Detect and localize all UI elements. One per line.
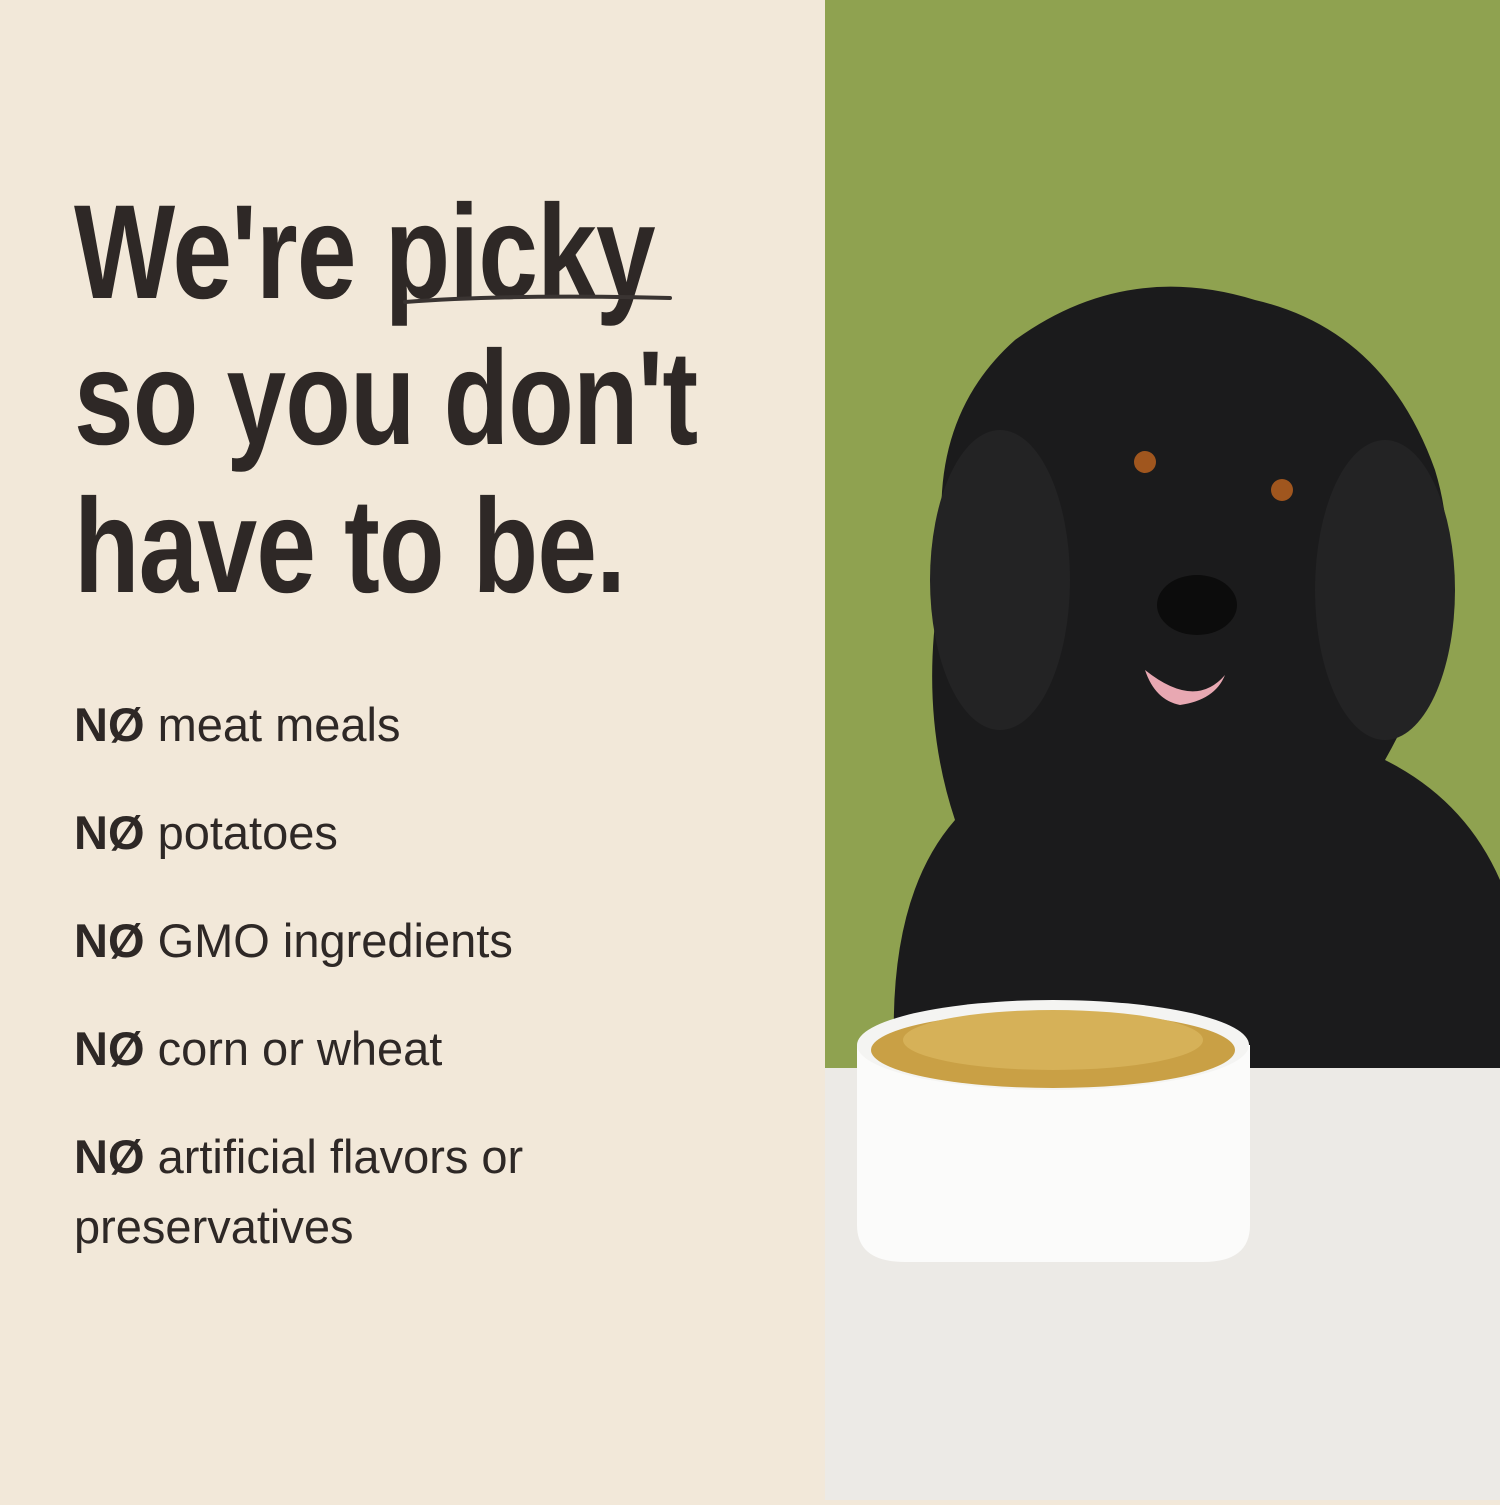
hand-drawn-underline [403,294,672,304]
dog-with-food-bowl-image [825,0,1500,1500]
headline-text: We're [74,178,385,327]
no-prefix: NØ [74,914,145,967]
claim-item: NØ meat meals [74,690,774,760]
food-bowl [857,1000,1250,1262]
no-prefix: NØ [74,806,145,859]
claim-text: artificial flavors or preservatives [74,1130,524,1253]
claims-list: NØ meat meals NØ potatoes NØ GMO ingredi… [74,690,774,1300]
no-prefix: NØ [74,698,145,751]
headline-line-1: We're picky [74,186,656,320]
claim-item: NØ corn or wheat [74,1014,774,1084]
no-prefix: NØ [74,1130,145,1183]
headline-line-3: have to be. [74,472,626,621]
claim-text: GMO ingredients [157,914,513,967]
dog-photo [825,0,1500,1500]
dog [893,286,1500,1069]
claim-item: NØ artificial flavors or preservatives [74,1122,654,1262]
no-prefix: NØ [74,1022,145,1075]
claim-item: NØ GMO ingredients [74,906,774,976]
headline-line-2: so you don't [74,324,698,473]
claim-item: NØ potatoes [74,798,774,868]
claim-text: meat meals [157,698,401,751]
text-panel: We're picky so you don't have to be. NØ … [74,185,774,1300]
claim-text: potatoes [157,806,338,859]
claim-text: corn or wheat [157,1022,443,1075]
